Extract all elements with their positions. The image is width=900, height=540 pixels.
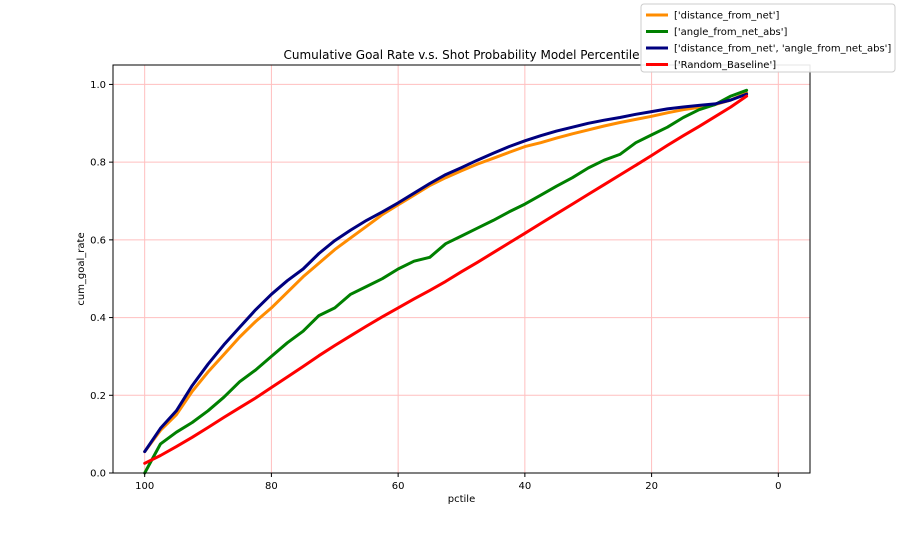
series-line-4 xyxy=(143,94,749,465)
axis-ticks: 100 80 60 40 20 0 0.0 0.2 0.4 0.6 0.8 1.0 xyxy=(90,80,781,492)
series-line-1 xyxy=(143,91,749,454)
legend-label: ['angle_from_net_abs'] xyxy=(674,27,788,38)
legend: ['distance_from_net'] ['angle_from_net_ab… xyxy=(640,3,896,73)
series-line-2 xyxy=(143,88,749,475)
y-tick-label: 0.4 xyxy=(90,313,106,324)
x-tick-label: 20 xyxy=(645,481,658,492)
y-tick-label: 0.8 xyxy=(90,158,106,169)
x-tick-label: 60 xyxy=(392,481,405,492)
y-tick-label: 0.2 xyxy=(90,391,106,402)
legend-box xyxy=(640,3,896,73)
chart-title: Cumulative Goal Rate v.s. Shot Probabili… xyxy=(283,48,639,62)
grid-lines xyxy=(113,65,810,474)
plot-frame xyxy=(112,64,811,474)
x-tick-label: 40 xyxy=(518,481,531,492)
series-lines xyxy=(143,88,749,475)
series-line-3 xyxy=(143,92,749,454)
legend-label: ['distance_from_net'] xyxy=(674,11,779,22)
y-axis-title: cum_goal_rate xyxy=(76,232,87,305)
x-tick-label: 80 xyxy=(265,481,278,492)
y-tick-label: 0.6 xyxy=(90,235,106,246)
legend-label: ['Random_Baseline'] xyxy=(674,60,776,71)
x-axis-title: pctile xyxy=(448,494,475,505)
x-tick-label: 0 xyxy=(775,481,781,492)
x-tick-label: 100 xyxy=(135,481,154,492)
y-tick-label: 0.0 xyxy=(90,469,106,480)
legend-label: ['distance_from_net', 'angle_from_net_ab… xyxy=(674,44,891,55)
y-tick-label: 1.0 xyxy=(90,80,106,91)
